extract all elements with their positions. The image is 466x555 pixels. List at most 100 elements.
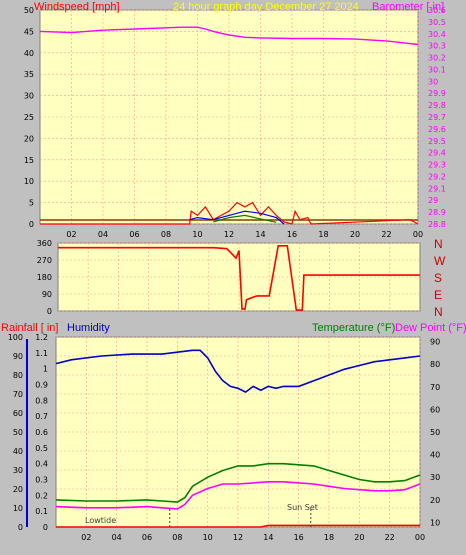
barometer-axis-label: Barometer [ in] [372, 1, 444, 13]
humidity-tick-label: 70 [13, 390, 23, 399]
x-tick-label: 20 [354, 533, 364, 542]
rainfall-tick-label: 1.1 [35, 349, 48, 358]
direction-line [58, 245, 420, 311]
dewpoint-axis-label: Dew Point (°F) [395, 322, 466, 334]
rainfall-tick-label: 0.1 [35, 507, 48, 516]
x-tick-label: 00 [415, 533, 425, 542]
direction-plot-series [58, 245, 420, 311]
windspeed-tick-label: 5 [29, 199, 34, 208]
temperature-tick-label: 90 [430, 338, 440, 347]
x-tick-label: 18 [318, 230, 328, 239]
temperature-tick-label: 70 [430, 383, 440, 392]
barometer-tick-label: 29 [428, 196, 438, 205]
humidity-tick-label: 0 [18, 523, 23, 532]
rainfall-tick-label: 0.3 [35, 476, 48, 485]
dewpoint-line [55, 481, 421, 510]
windspeed-tick-label: 25 [24, 113, 34, 122]
x-tick-label: 06 [129, 230, 139, 239]
barometer-tick-label: 29.5 [428, 137, 446, 146]
x-tick-label: 20 [350, 230, 360, 239]
windspeed-tick-label: 0 [29, 220, 34, 229]
direction-label-n-top: N [434, 237, 443, 251]
windspeed-tick-label: 40 [24, 49, 34, 58]
barometer-tick-label: 29.6 [428, 125, 446, 134]
rainfall-tick-label: 0.4 [35, 460, 48, 469]
direction-label-n-bottom: N [434, 305, 443, 319]
rainfall-tick-label: 1.2 [35, 333, 48, 342]
temperature-line [55, 462, 421, 503]
x-tick-label: 02 [66, 230, 76, 239]
rainfall-tick-label: 0.9 [35, 381, 48, 390]
humidity-tick-label: 80 [13, 371, 23, 380]
humidity-tick-label: 60 [13, 409, 23, 418]
barometer-tick-label: 28.9 [428, 208, 446, 217]
wind-plot-ticks: 0 5 10 15 20 25 30 35 40 45 50 28.8 28.9 29 29.1 29.2 29… [24, 6, 446, 239]
x-tick-label: 10 [192, 230, 202, 239]
temperature-tick-label: 30 [430, 473, 440, 482]
humidity-tick-label: 30 [13, 466, 23, 475]
direction-label-s: S [434, 271, 442, 285]
x-tick-label: 04 [98, 230, 108, 239]
wind-plot-grid [40, 9, 419, 225]
direction-plot-ticks: 0 90 180 270 360 [37, 239, 52, 316]
sunset-annotation: Sun Set [287, 503, 318, 512]
barometer-tick-label: 29.9 [428, 89, 446, 98]
temperature-tick-label: 80 [430, 360, 440, 369]
x-tick-label: 16 [294, 533, 304, 542]
rainfall-tick-label: 0.6 [35, 428, 48, 437]
humidity-tick-label: 10 [13, 504, 23, 513]
barometer-tick-label: 30.1 [428, 65, 446, 74]
humidity-tick-label: 40 [13, 447, 23, 456]
x-tick-label: 02 [81, 533, 91, 542]
rainfall-tick-label: 0.2 [35, 491, 48, 500]
wind-plot-series [39, 26, 419, 225]
temperature-axis-label: Temperature (°F) [312, 322, 395, 334]
rainfall-tick-label: 0 [43, 523, 48, 532]
windspeed-tick-label: 10 [24, 177, 34, 186]
temperature-tick-label: 20 [430, 496, 440, 505]
barometer-tick-label: 30.3 [428, 42, 446, 51]
barometer-tick-label: 29.1 [428, 184, 446, 193]
rainfall-tick-label: 1 [43, 365, 48, 374]
barometer-tick-label: 29.2 [428, 172, 446, 181]
x-tick-label: 12 [224, 230, 234, 239]
x-tick-label: 10 [203, 533, 213, 542]
x-tick-label: 08 [161, 230, 171, 239]
barometer-tick-label: 29.7 [428, 113, 446, 122]
barometer-tick-label: 29.3 [428, 161, 446, 170]
rainfall-tick-label: 0.8 [35, 396, 48, 405]
x-tick-label: 06 [142, 533, 152, 542]
humidity-axis-label: Humidity [67, 322, 110, 334]
windspeed-tick-label: 30 [24, 92, 34, 101]
temperature-plot-series [55, 349, 421, 528]
x-tick-label: 16 [287, 230, 297, 239]
x-tick-label: 08 [172, 533, 182, 542]
barometer-tick-label: 29.8 [428, 101, 446, 110]
windspeed-tick-label: 20 [24, 134, 34, 143]
rainfall-tick-label: 0.5 [35, 444, 48, 453]
x-tick-label: 14 [255, 230, 265, 239]
windspeed-axis-label: Windspeed [mph] [34, 1, 120, 13]
barometer-tick-label: 30.5 [428, 18, 446, 27]
temperature-plot-ticks: 010203040506070809010000.10.20.30.40.50.… [8, 333, 440, 542]
humidity-tick-label: 100 [8, 333, 23, 342]
x-tick-label: 04 [112, 533, 122, 542]
temperature-tick-label: 40 [430, 451, 440, 460]
x-tick-label: 22 [385, 533, 395, 542]
direction-tick-label: 0 [47, 307, 52, 316]
lowtide-annotation: Lowtide [85, 516, 116, 525]
temperature-tick-label: 60 [430, 405, 440, 414]
barometer-line [39, 26, 419, 46]
wind-green-line [213, 214, 277, 223]
barometer-tick-label: 30.4 [428, 30, 446, 39]
humidity-line [55, 349, 421, 394]
barometer-tick-label: 30.6 [428, 6, 446, 15]
x-tick-label: 22 [381, 230, 391, 239]
rainfall-axis-label: Rainfall [ in] [1, 322, 58, 334]
direction-tick-label: 90 [42, 290, 52, 299]
humidity-tick-label: 20 [13, 485, 23, 494]
windspeed-line [40, 201, 419, 225]
direction-label-e: E [434, 288, 442, 302]
gust-line [189, 210, 285, 225]
